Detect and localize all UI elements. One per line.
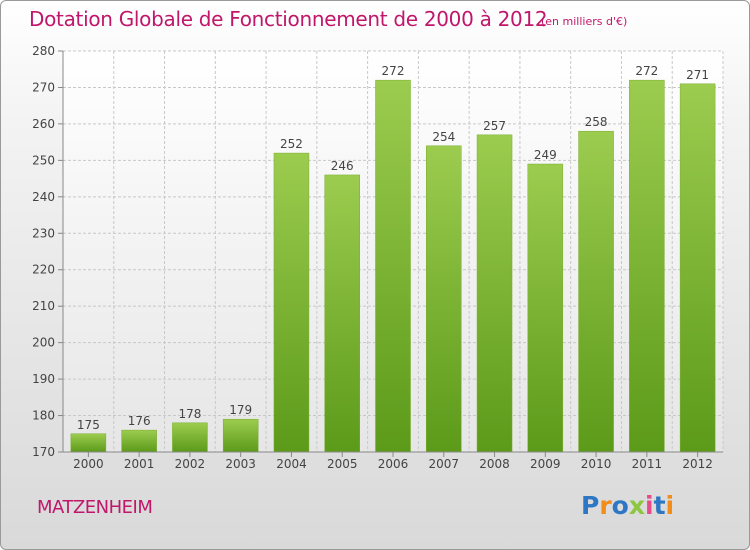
- x-tick-label: 2009: [530, 457, 561, 471]
- bar: [527, 163, 564, 453]
- proxiti-logo: Proxiti: [581, 491, 674, 520]
- bar: [426, 145, 462, 453]
- x-tick-label: 2001: [124, 457, 155, 471]
- axes: 170 180 190 200 210 220 230 240 250 260 270 280 2000…: [32, 44, 723, 471]
- x-tick-label: 2010: [581, 457, 612, 471]
- bar: [578, 130, 614, 453]
- logo-letter: o: [611, 491, 629, 520]
- bar: [121, 429, 157, 453]
- logo-letter: x: [628, 491, 645, 520]
- data-label: 246: [331, 159, 354, 173]
- chart-subtitle: (en milliers d'€): [541, 15, 628, 28]
- y-tick-label: 200: [32, 336, 55, 350]
- bar: [273, 152, 310, 453]
- bar: [222, 418, 259, 453]
- data-labels: 175 176 178 179 252 246 272 254 257 249 258 272 271: [77, 64, 709, 432]
- x-tick-label: 2007: [428, 457, 459, 471]
- data-label: 257: [483, 119, 506, 133]
- data-label: 252: [280, 137, 303, 151]
- bar: [324, 174, 360, 453]
- y-tick-label: 210: [32, 299, 55, 313]
- logo-letter: r: [599, 491, 612, 520]
- data-label: 254: [432, 130, 455, 144]
- bar: [629, 79, 665, 453]
- y-tick-label: 170: [32, 445, 55, 459]
- data-label: 272: [635, 64, 658, 78]
- y-tick-label: 220: [32, 263, 55, 277]
- data-label: 258: [585, 115, 608, 129]
- y-tick-label: 180: [32, 409, 55, 423]
- y-tick-label: 230: [32, 226, 55, 240]
- y-tick-label: 280: [32, 44, 55, 58]
- data-label: 271: [686, 68, 709, 82]
- y-tick-label: 260: [32, 117, 55, 131]
- data-label: 179: [229, 403, 252, 417]
- bar: [679, 83, 716, 453]
- data-label: 175: [77, 418, 100, 432]
- bar: [70, 433, 107, 453]
- bars: [70, 79, 716, 453]
- logo-letter: t: [653, 491, 666, 520]
- x-tick-label: 2008: [479, 457, 510, 471]
- x-tick-label: 2004: [276, 457, 307, 471]
- y-tick-label: 270: [32, 80, 55, 94]
- chart-title: Dotation Globale de Fonctionnement de 20…: [29, 7, 548, 31]
- x-tick-label: 2003: [225, 457, 256, 471]
- bar: [375, 79, 411, 453]
- x-tick-label: 2011: [632, 457, 663, 471]
- x-tick-label: 2000: [73, 457, 104, 471]
- data-label: 272: [382, 64, 405, 78]
- y-tick-label: 250: [32, 153, 55, 167]
- x-tick-label: 2012: [682, 457, 713, 471]
- bar: [172, 422, 208, 453]
- data-label: 178: [178, 407, 201, 421]
- logo-letter: i: [665, 491, 675, 520]
- data-label: 249: [534, 148, 557, 162]
- y-tick-label: 240: [32, 190, 55, 204]
- bar: [476, 134, 513, 453]
- x-tick-label: 2006: [378, 457, 409, 471]
- commune-name: MATZENHEIM: [37, 497, 153, 518]
- y-tick-label: 190: [32, 372, 55, 386]
- x-tick-label: 2005: [327, 457, 358, 471]
- x-tick-label: 2002: [175, 457, 206, 471]
- data-label: 176: [128, 414, 151, 428]
- logo-letter: i: [645, 491, 654, 520]
- logo-letter: P: [581, 491, 600, 520]
